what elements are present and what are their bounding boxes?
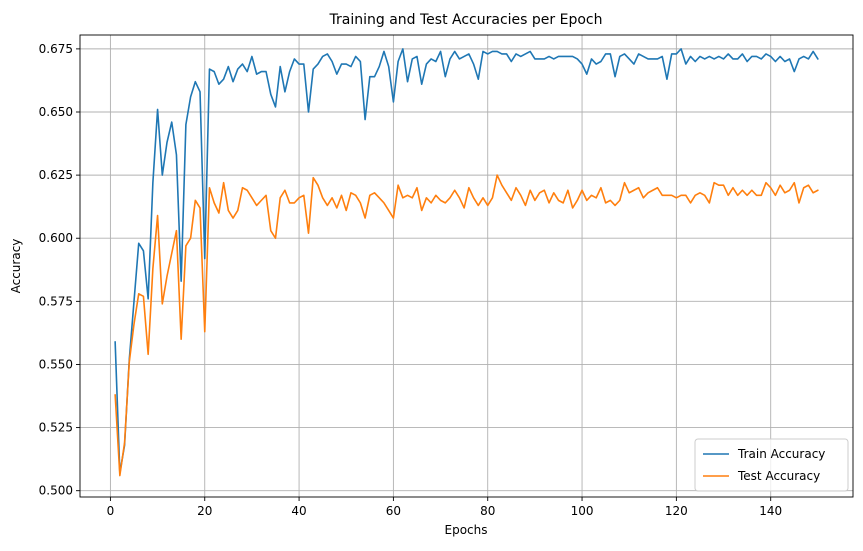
- x-tick-label: 100: [571, 504, 594, 518]
- y-tick-label: 0.575: [39, 294, 73, 308]
- chart-title: Training and Test Accuracies per Epoch: [329, 12, 603, 28]
- x-tick-label: 20: [197, 504, 212, 518]
- y-tick-label: 0.650: [39, 105, 73, 119]
- y-tick-label: 0.625: [39, 168, 73, 182]
- x-axis-ticks: 0 20 40 60 80 100 120 140: [107, 497, 782, 518]
- legend: Train Accuracy Test Accuracy: [694, 438, 849, 492]
- x-tick-label: 60: [386, 504, 401, 518]
- test-accuracy-line: [114, 174, 819, 477]
- plot-frame: [79, 34, 854, 498]
- y-tick-label: 0.675: [39, 42, 73, 56]
- legend-label-train: Train Accuracy: [737, 447, 825, 461]
- x-tick-label: 0: [107, 504, 115, 518]
- grid-lines: [80, 35, 853, 497]
- y-tick-label: 0.500: [39, 484, 73, 498]
- legend-box: [694, 438, 849, 492]
- y-tick-label: 0.550: [39, 357, 73, 371]
- x-tick-label: 120: [665, 504, 688, 518]
- y-tick-label: 0.600: [39, 231, 73, 245]
- series-layer: [114, 48, 819, 477]
- train-accuracy-line: [114, 48, 819, 474]
- x-tick-label: 140: [759, 504, 782, 518]
- y-axis-label: Accuracy: [9, 239, 23, 294]
- y-axis-ticks: 0.500 0.525 0.550 0.575 0.600 0.625 0.650 0.675: [39, 42, 80, 498]
- x-axis-label: Epochs: [445, 523, 488, 537]
- legend-label-test: Test Accuracy: [737, 469, 820, 483]
- x-tick-label: 80: [480, 504, 495, 518]
- x-tick-label: 40: [291, 504, 306, 518]
- y-tick-label: 0.525: [39, 421, 73, 435]
